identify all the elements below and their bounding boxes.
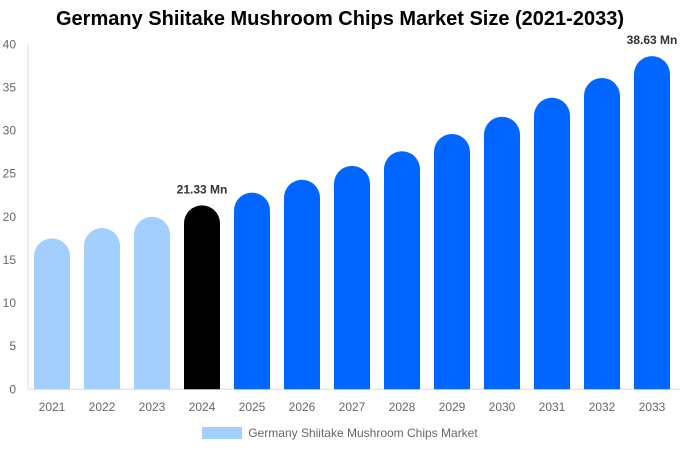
y-tick-label: 0 bbox=[9, 382, 16, 396]
bar-2028 bbox=[384, 151, 420, 390]
bar-2029 bbox=[434, 134, 470, 390]
bar-2026 bbox=[284, 179, 320, 390]
x-tick-label: 2028 bbox=[389, 400, 416, 414]
y-tick-label: 10 bbox=[3, 296, 17, 310]
x-tick-label: 2030 bbox=[489, 400, 516, 414]
chart-title: Germany Shiitake Mushroom Chips Market S… bbox=[56, 8, 624, 30]
x-tick-label: 2032 bbox=[589, 400, 616, 414]
data-label: 38.63 Mn bbox=[627, 33, 678, 47]
bar-2031 bbox=[534, 97, 570, 390]
bar-2027 bbox=[334, 165, 370, 390]
y-tick-label: 15 bbox=[3, 253, 17, 267]
bar-2021 bbox=[34, 238, 70, 390]
y-tick-label: 20 bbox=[3, 210, 17, 224]
y-tick-label: 25 bbox=[3, 167, 17, 181]
x-tick-label: 2031 bbox=[539, 400, 566, 414]
bar-2032 bbox=[584, 77, 620, 390]
y-tick-label: 30 bbox=[3, 124, 17, 138]
bar-2023 bbox=[134, 216, 170, 390]
x-tick-label: 2022 bbox=[89, 400, 116, 414]
legend-label: Germany Shiitake Mushroom Chips Market bbox=[248, 426, 478, 440]
x-tick-label: 2033 bbox=[639, 400, 666, 414]
bar-2024 bbox=[184, 205, 220, 390]
x-tick-label: 2029 bbox=[439, 400, 466, 414]
y-tick-label: 5 bbox=[9, 339, 16, 353]
x-tick-label: 2027 bbox=[339, 400, 366, 414]
y-tick-label: 40 bbox=[3, 37, 17, 51]
x-tick-label: 2025 bbox=[239, 400, 266, 414]
data-label: 21.33 Mn bbox=[177, 182, 228, 196]
x-tick-label: 2024 bbox=[189, 400, 216, 414]
x-tick-label: 2023 bbox=[139, 400, 166, 414]
x-tick-label: 2021 bbox=[39, 400, 66, 414]
x-tick-label: 2026 bbox=[289, 400, 316, 414]
bar-2022 bbox=[84, 228, 120, 390]
bar-2033 bbox=[634, 56, 670, 390]
y-tick-label: 35 bbox=[3, 80, 17, 94]
legend: Germany Shiitake Mushroom Chips Market bbox=[0, 426, 680, 440]
bar-2025 bbox=[234, 192, 270, 390]
legend-swatch bbox=[202, 427, 243, 439]
bar-2030 bbox=[484, 116, 520, 390]
